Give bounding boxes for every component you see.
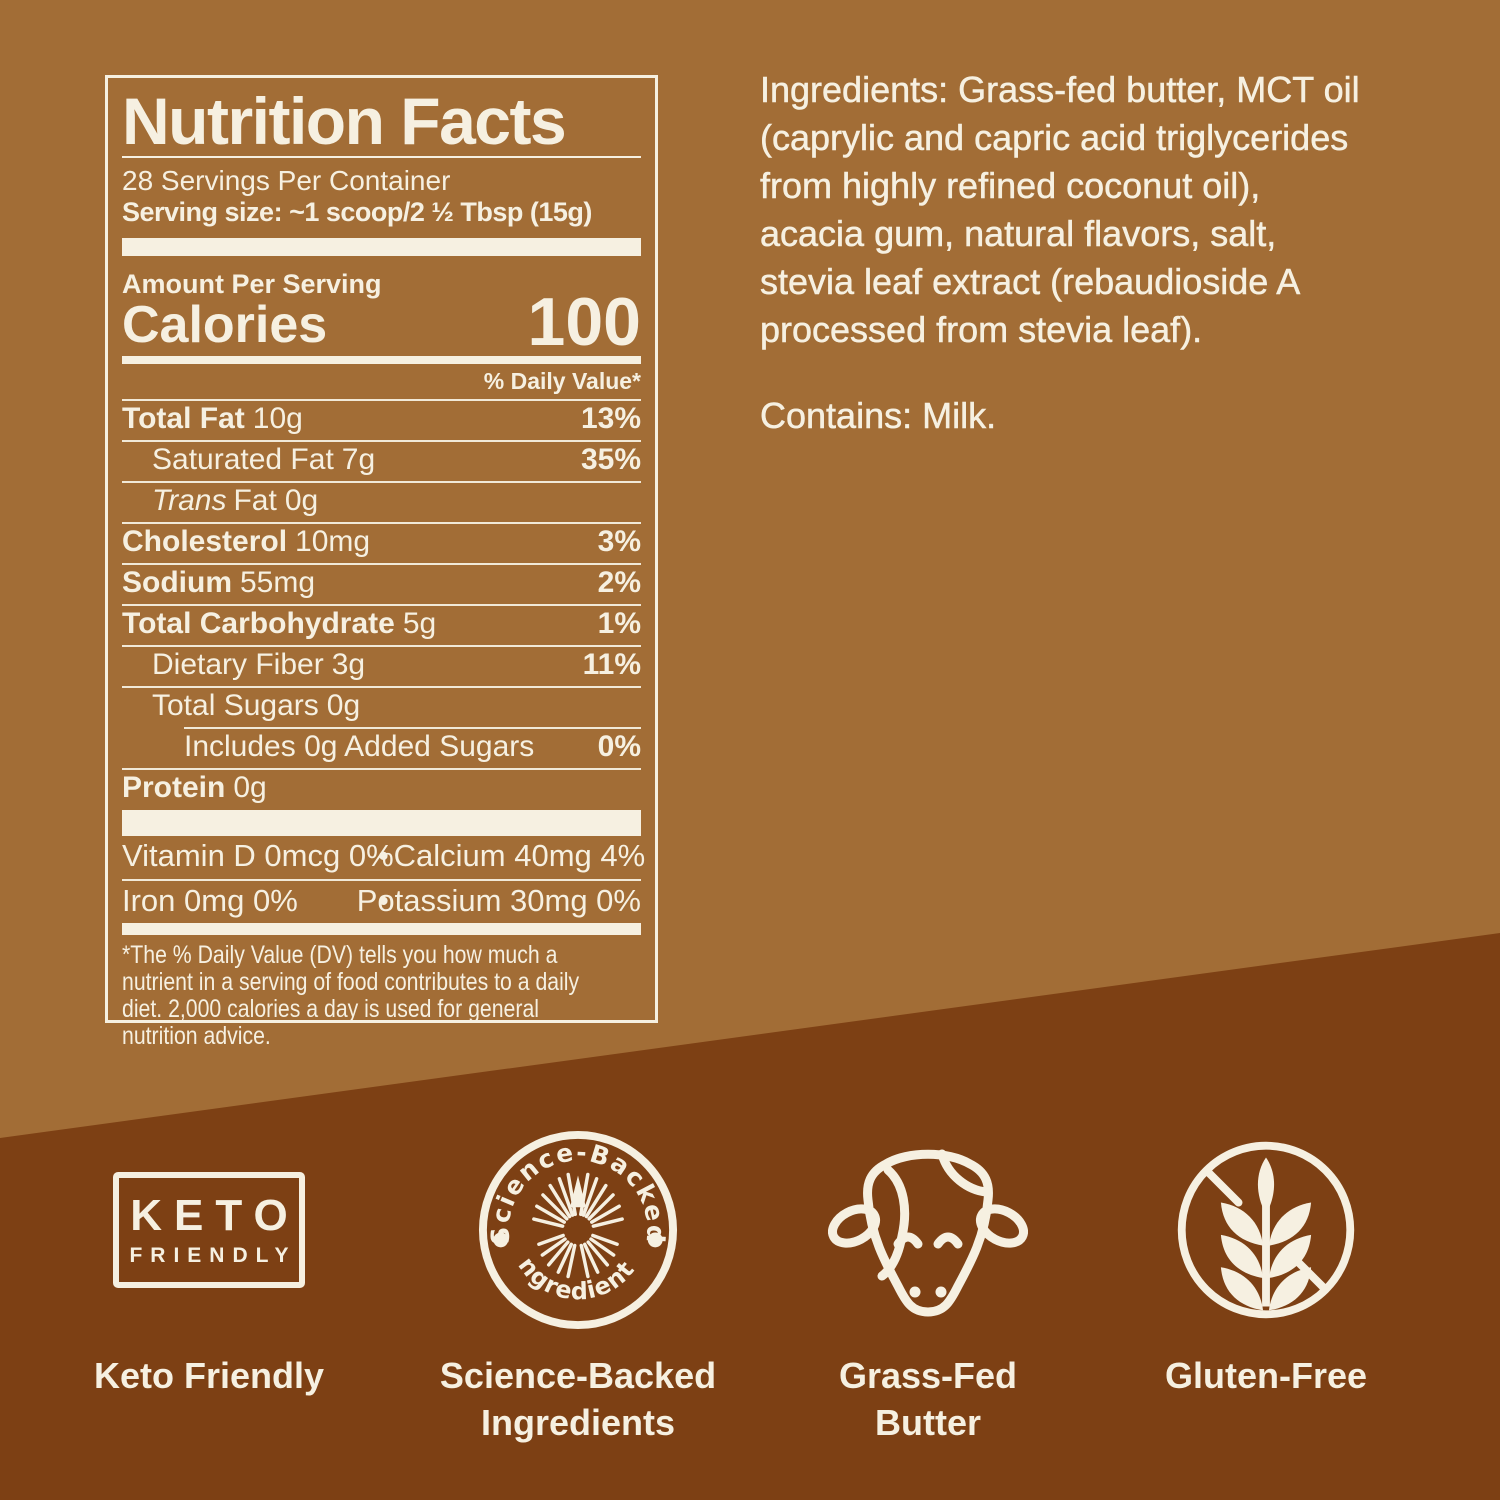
cow-icon-wrap [828,1126,1028,1334]
nutrition-facts-title: Nutrition Facts [122,84,567,158]
seal-icon: Science-Backed Ingredients [476,1127,678,1330]
row-divider [122,563,641,565]
serving-size: Serving size: ~1 scoop/2 ½ Tbsp (15g) [122,197,592,227]
allergen-statement: Contains: Milk. [760,395,997,437]
keto-box-icon: KETO FRIENDLY [113,1172,305,1288]
calories-label: Calories [122,296,328,354]
bullet-separator: • [378,883,389,918]
cow-patch-right [937,1149,991,1197]
bullet-separator: • [378,838,389,873]
row-divider [122,481,641,483]
cow-eye-left [893,1232,923,1249]
thick-divider-bar [122,810,641,836]
thick-divider-bar [122,238,641,256]
calories-value: 100 [527,284,641,360]
servings-per-container: 28 Servings Per Container [122,165,451,196]
badge-grass-fed-butter: Grass-Fed Butter [748,1126,1108,1446]
cow-icon [828,1149,1028,1317]
nutrition-facts-label: Nutrition Facts 28 Servings Per Containe… [105,75,658,1050]
badge-label: Keto Friendly [93,1355,325,1396]
calories-row: Calories 100 [122,288,641,356]
cow-head-outline [863,1149,993,1317]
starburst-rays [532,1172,624,1279]
thick-divider-bar [122,923,641,935]
daily-value-footnote: *The % Daily Value (DV) tells you how mu… [122,941,580,1050]
nutrient-row-total-carbohydrate: Total Carbohydrate 5g 1% [122,607,641,640]
badge-science-backed: Science-Backed Ingredients [398,1126,758,1446]
row-divider [122,879,641,881]
cow-nostril-right [935,1286,947,1298]
cow-eye-right [933,1232,963,1249]
row-divider [122,399,641,401]
nutrient-row-dietary-fiber: Dietary Fiber 3g 11% [152,648,641,681]
daily-value-header: % Daily Value* [483,368,641,394]
nutrient-row-total-sugars: Total Sugars 0g [152,689,361,722]
seal-dot-left [493,1232,509,1248]
gluten-free-icon-wrap [1168,1126,1364,1334]
amount-per-serving-label: Amount Per Serving [122,269,382,299]
nutrient-row-trans-fat: Trans Fat 0g [152,484,319,517]
row-divider [122,604,641,606]
row-divider [122,768,641,770]
keto-friendly-icon: KETO FRIENDLY [113,1126,305,1334]
micronutrient-row-2: Iron 0mg 0% • Potassium 30mg 0% [122,883,641,918]
badge-keto-friendly: KETO FRIENDLY Keto Friendly [29,1126,389,1399]
nutrient-row-added-sugars: Includes 0g Added Sugars 0% [184,730,641,763]
row-divider [122,686,641,688]
row-divider [122,522,641,524]
badge-label: Grass-Fed Butter [838,1355,1018,1443]
circle-outline [1177,1141,1355,1319]
row-divider [122,440,641,442]
starburst-peak [570,1175,586,1208]
cow-nostril-left [909,1286,921,1298]
badge-label: Gluten-Free [1164,1355,1368,1396]
row-divider [122,645,641,647]
gluten-free-icon [1177,1141,1355,1319]
nutrient-row-protein: Protein 0g [122,771,267,804]
science-backed-seal-icon: Science-Backed Ingredients [476,1126,680,1334]
nutrient-row-cholesterol: Cholesterol 10mg 3% [122,525,641,558]
badge-gluten-free: Gluten-Free [1086,1126,1446,1399]
nutrient-row-saturated-fat: Saturated Fat 7g 35% [152,443,641,476]
micronutrient-row-1: Vitamin D 0mcg 0% • Calcium 40mg 4% [122,838,646,873]
ingredients-text: Ingredients: Grass-fed butter, MCT oil (… [760,69,1360,351]
seal-dot-right [647,1232,663,1248]
row-divider-indented [184,727,641,729]
slash-top [1204,1168,1243,1207]
title-divider [122,156,641,158]
medium-divider-bar [122,356,641,364]
wheat-spike [1220,1157,1312,1311]
nutrient-row-sodium: Sodium 55mg 2% [122,566,641,599]
badge-label: Science-Backed Ingredients [439,1355,717,1443]
nutrient-row-total-fat: Total Fat 10g 13% [122,402,641,435]
